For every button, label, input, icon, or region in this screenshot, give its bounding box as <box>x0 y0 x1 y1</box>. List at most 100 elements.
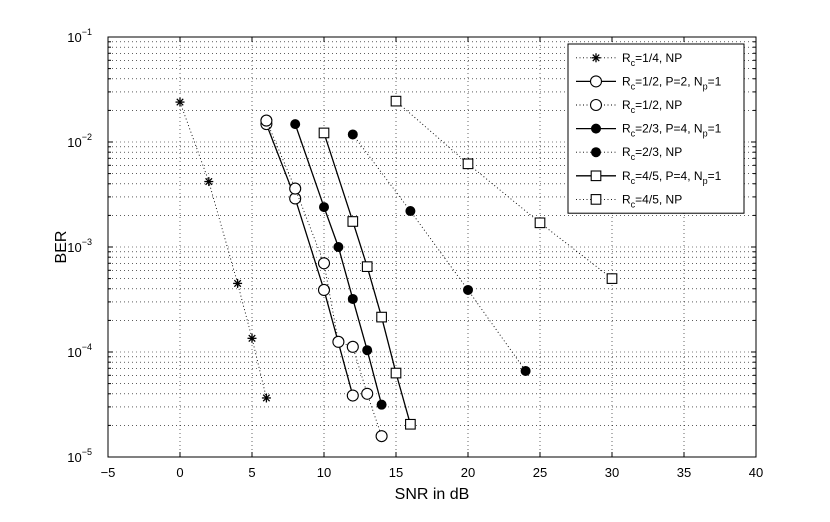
legend-label: Rc=1/2, P=2, Np=1 <box>622 74 722 91</box>
y-tick-label: 10−3 <box>67 237 92 255</box>
legend-label-subscript: c <box>631 152 636 162</box>
y-tick-exponent: −5 <box>82 447 92 457</box>
legend-label-subscript: c <box>631 199 636 209</box>
data-point <box>233 278 243 288</box>
data-point <box>319 202 329 213</box>
legend-label-subscript: p <box>703 129 708 139</box>
y-tick-base: 10 <box>67 240 81 255</box>
legend-label-subscript: p <box>703 81 708 91</box>
legend-label-subscript: c <box>631 129 636 139</box>
data-point <box>390 367 402 379</box>
y-tick-label: 10−1 <box>67 27 92 45</box>
y-tick-exponent: −1 <box>82 27 92 37</box>
x-tick-label: 35 <box>677 465 691 480</box>
y-tick-label: 10−2 <box>67 132 92 150</box>
series-6 <box>318 127 416 430</box>
series-line <box>323 132 412 425</box>
legend-marker <box>591 53 601 63</box>
data-point <box>376 311 387 323</box>
data-point <box>347 293 358 304</box>
data-point <box>606 273 618 284</box>
legend-item: Rc=2/3, P=4, Np=1 <box>576 122 722 139</box>
y-tick-base: 10 <box>67 135 81 150</box>
data-point <box>204 177 214 187</box>
legend-marker <box>591 147 601 158</box>
legend-label-text: =2/3, P=4, N <box>635 122 702 136</box>
data-point <box>376 399 387 410</box>
y-tick-exponent: −4 <box>82 342 92 352</box>
legend-label: Rc=2/3, P=4, Np=1 <box>622 122 722 139</box>
data-point <box>520 365 531 376</box>
y-tick-exponent: −3 <box>82 237 92 247</box>
legend-label-text: R <box>622 122 631 136</box>
series-line <box>294 123 383 405</box>
legend-label-text: =1/2, P=2, N <box>635 74 702 88</box>
legend-label: Rc=4/5, NP <box>622 192 682 209</box>
legend-label-text: R <box>622 51 631 65</box>
legend-label: Rc=1/4, NP <box>622 51 682 68</box>
data-point <box>318 127 330 139</box>
x-tick-label: 20 <box>461 465 475 480</box>
data-point <box>362 345 373 356</box>
data-point <box>289 182 302 195</box>
legend-label-subscript: c <box>631 176 636 186</box>
series-3 <box>260 114 388 443</box>
data-point <box>317 283 331 296</box>
series-4 <box>290 119 387 410</box>
y-tick-label: 10−4 <box>67 342 92 360</box>
data-point <box>290 119 301 130</box>
data-point <box>333 242 344 252</box>
legend-marker <box>591 123 601 134</box>
data-point <box>405 206 416 217</box>
data-point <box>463 284 473 295</box>
legend-label-text: =1/2, NP <box>635 98 682 112</box>
x-tick-label: 0 <box>176 465 183 480</box>
x-tick-label: 40 <box>749 465 763 480</box>
data-point <box>346 340 359 353</box>
data-point <box>347 216 359 227</box>
x-tick-label: 15 <box>389 465 403 480</box>
legend-label-text: =4/5, NP <box>635 192 682 206</box>
data-point <box>361 387 374 400</box>
data-point <box>462 158 474 170</box>
x-tick-label: 10 <box>317 465 331 480</box>
legend-item: Rc=4/5, P=4, Np=1 <box>576 169 722 186</box>
legend-label-text: =1/4, NP <box>635 51 682 65</box>
legend-label-subscript: c <box>631 81 636 91</box>
legend-item: Rc=1/2, P=2, Np=1 <box>576 74 722 91</box>
data-point <box>534 217 546 229</box>
data-point <box>346 389 359 402</box>
data-point <box>261 393 271 403</box>
legend-label-text: =1 <box>708 122 722 136</box>
data-point <box>247 333 257 343</box>
series-7 <box>390 95 618 284</box>
legend-label: Rc=4/5, P=4, Np=1 <box>622 169 722 186</box>
legend-item: Rc=2/3, NP <box>576 145 682 162</box>
x-tick-label: 5 <box>248 465 255 480</box>
data-point <box>390 95 402 107</box>
legend-label: Rc=1/2, NP <box>622 98 682 115</box>
legend-label-text: R <box>622 74 631 88</box>
x-axis-label: SNR in dB <box>395 486 470 503</box>
legend-marker <box>590 170 602 182</box>
series-line <box>179 101 267 399</box>
legend-label-subscript: c <box>631 58 636 68</box>
y-tick-label: 10−5 <box>67 447 92 465</box>
legend-item: Rc=1/4, NP <box>576 51 682 68</box>
legend-item: Rc=1/2, NP <box>576 98 682 115</box>
legend-label-text: =1 <box>708 74 722 88</box>
legend-label-text: R <box>622 169 631 183</box>
legend-label-text: =4/5, P=4, N <box>635 169 702 183</box>
legend-marker <box>589 98 603 112</box>
data-point <box>332 335 345 348</box>
data-point <box>317 257 331 270</box>
data-point <box>375 430 388 443</box>
data-point <box>347 129 358 140</box>
y-tick-base: 10 <box>67 345 81 360</box>
series-layer <box>175 95 618 443</box>
y-tick-base: 10 <box>67 30 81 45</box>
legend-label-subscript: c <box>631 105 636 115</box>
legend-label: Rc=2/3, NP <box>622 145 682 162</box>
data-point <box>405 418 416 430</box>
